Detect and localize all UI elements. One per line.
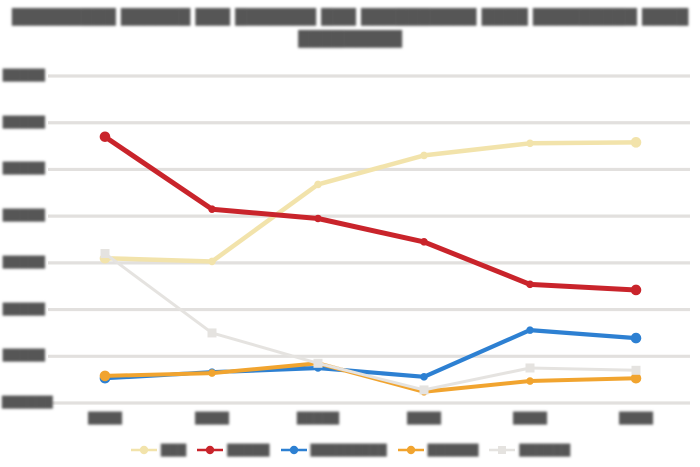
legend-item-red: █████ (196, 443, 270, 457)
series-marker-red (99, 131, 111, 143)
legend-label-orange: ██████ (427, 443, 479, 457)
series-marker-cream (208, 257, 216, 266)
legend-swatch-orange-icon (397, 445, 424, 455)
x-tick-label: ████ (407, 412, 441, 425)
series-line-red (102, 134, 639, 293)
series-marker-blue (526, 326, 534, 334)
legend-item-orange: ██████ (397, 443, 479, 457)
y-tick-label: █████ (2, 303, 45, 316)
chart-svg (48, 74, 690, 405)
y-tick-label: █████ (2, 162, 45, 175)
legend-marker-icon (206, 445, 215, 455)
series-marker-orange (99, 370, 111, 382)
series-marker-gray (525, 363, 535, 373)
legend-label-blue: █████████ (310, 443, 387, 457)
series-marker-gray (207, 328, 217, 338)
series-marker-orange (208, 369, 216, 377)
series-line-blue (102, 328, 639, 381)
series-marker-red (526, 280, 534, 289)
legend-label-gray: ██████ (519, 443, 571, 457)
series-marker-red (630, 284, 642, 296)
series-marker-red (314, 214, 322, 223)
y-tick-label: █████ (2, 209, 45, 222)
series-marker-gray (631, 365, 641, 375)
series-marker-cream (314, 180, 322, 189)
series-marker-cream (420, 151, 428, 160)
chart-title: █████████ ██████ ███ ███████ ███ ███████… (0, 6, 700, 50)
chart-legend: ███ █████ █████████ ██████ ██████ (0, 440, 700, 460)
y-tick-label: ██████ (2, 396, 53, 409)
series-marker-red (208, 205, 216, 213)
x-tick-label: ████ (195, 412, 229, 425)
series-marker-gray (419, 385, 429, 395)
series-marker-gray (313, 358, 323, 368)
legend-label-red: █████ (227, 443, 270, 457)
legend-swatch-red-icon (197, 445, 224, 455)
chart-title-line2: █████████ (298, 30, 402, 48)
y-tick-label: █████ (2, 256, 45, 269)
series-marker-red (420, 238, 428, 246)
legend-item-cream: ███ (130, 444, 186, 457)
legend-marker-icon (498, 446, 507, 454)
x-tick-label: ████ (619, 412, 653, 425)
series-line-cream (102, 140, 639, 264)
series-marker-cream (526, 139, 534, 148)
series-marker-orange (630, 372, 642, 384)
legend-marker-icon (139, 445, 149, 455)
series-marker-blue (420, 373, 428, 381)
legend-swatch-cream-icon (130, 445, 157, 455)
x-tick-label: ████ (88, 412, 122, 425)
series-marker-blue (630, 332, 642, 344)
legend-swatch-gray-icon (489, 446, 516, 454)
x-tick-label: ████ (513, 412, 547, 425)
y-tick-label: █████ (2, 69, 45, 82)
series-line-gray (103, 252, 638, 392)
legend-swatch-blue-icon (280, 445, 307, 455)
y-tick-label: █████ (2, 349, 45, 362)
series-marker-cream (630, 137, 642, 148)
legend-marker-icon (289, 445, 298, 455)
legend-item-blue: █████████ (280, 444, 387, 457)
series-marker-gray (100, 249, 110, 259)
legend-marker-icon (406, 445, 415, 455)
chart-title-line1: █████████ ██████ ███ ███████ ███ ███████… (11, 8, 689, 26)
y-tick-label: █████ (2, 116, 45, 129)
x-tick-label: █████ (296, 412, 340, 425)
plot-area: █████ █████ █████ █████ █████ █████ █████ █████… (2, 69, 690, 425)
legend-item-gray: ██████ (488, 444, 570, 457)
legend-label-cream: ███ (160, 443, 187, 457)
series-marker-orange (526, 377, 534, 385)
